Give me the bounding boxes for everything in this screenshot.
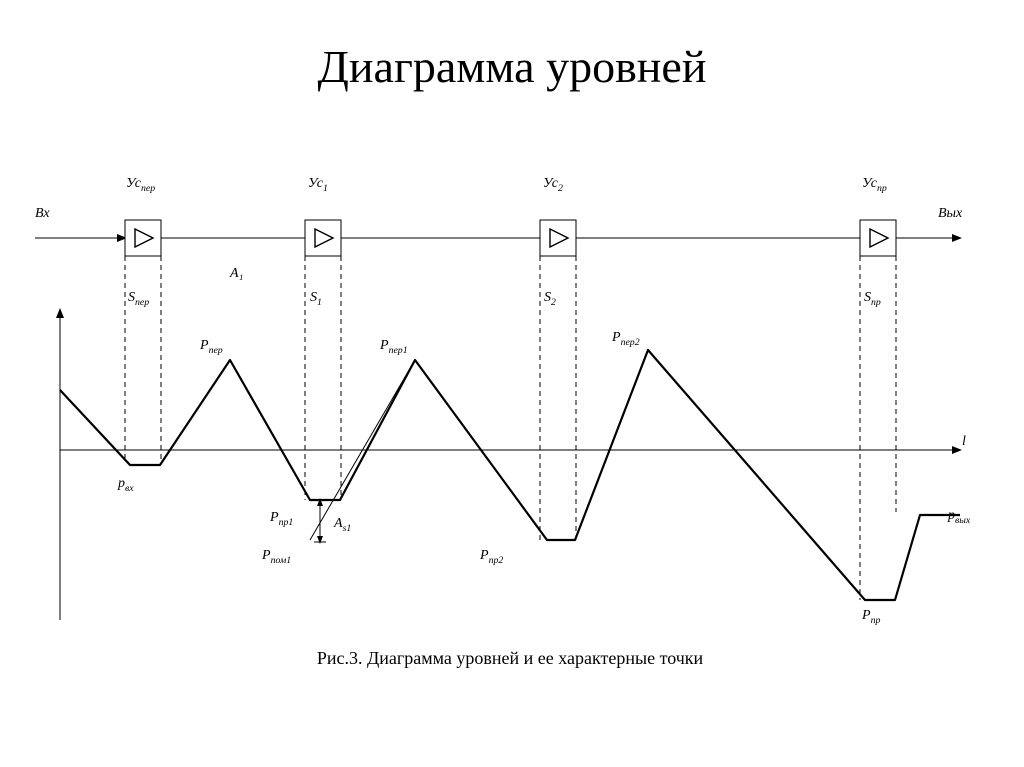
label-p-pom1: Рпом1 <box>262 548 291 566</box>
label-as1: Аs1 <box>334 516 351 534</box>
level-diagram: Успер Ус1 Ус2 Успр Вх Вых А₁ Sпер S1 S2 … <box>30 170 990 700</box>
label-p-vx: рвx <box>118 476 134 494</box>
label-s-per: Sпер <box>128 290 149 308</box>
label-p-pr: Рпр <box>862 608 880 626</box>
label-usc-pr: Успр <box>862 176 887 194</box>
label-axis-l: l <box>962 434 966 450</box>
label-usc1: Ус1 <box>308 176 328 194</box>
label-output: Вых <box>938 206 962 222</box>
label-s-pr: Sпр <box>864 290 881 308</box>
label-usc-per: Успер <box>126 176 155 194</box>
label-p-per1: Рпер1 <box>380 338 408 356</box>
label-p-per: Рпер <box>200 338 223 356</box>
label-usc2: Ус2 <box>543 176 563 194</box>
label-s1: S1 <box>310 290 322 308</box>
figure-caption: Рис.3. Диаграмма уровней и ее характерны… <box>30 648 990 669</box>
page-title: Диаграмма уровней <box>0 40 1024 93</box>
label-a1: А₁ <box>230 266 243 282</box>
label-p-pr2: Рпр2 <box>480 548 503 566</box>
label-p-pr1: Рпр1 <box>270 510 293 528</box>
label-p-per2: Рпер2 <box>612 330 640 348</box>
label-input: Вх <box>35 206 50 222</box>
label-s2: S2 <box>544 290 556 308</box>
label-p-vyx: рвых <box>948 508 970 526</box>
